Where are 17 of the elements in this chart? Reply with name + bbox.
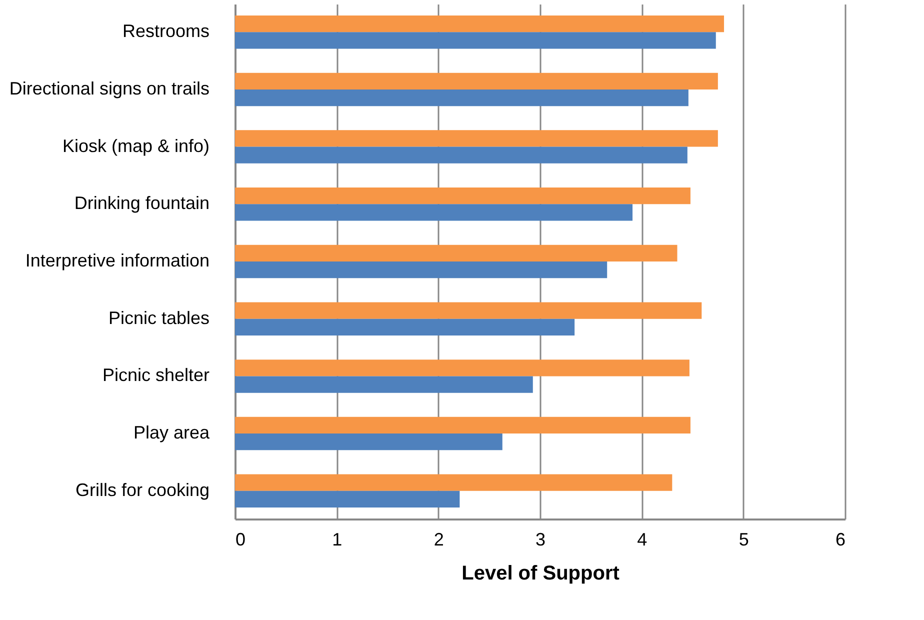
y-tick-label: Restrooms: [122, 21, 210, 42]
y-tick-label: Grills for cooking: [75, 480, 210, 500]
x-tick-label: 4: [637, 530, 648, 550]
x-tick-label: 6: [835, 530, 846, 550]
x-tick-label: 3: [535, 530, 546, 550]
y-tick-label: Play area: [133, 422, 210, 443]
x-tick-label: 2: [434, 530, 444, 550]
y-tick-label: Kiosk (map & info): [62, 136, 210, 156]
y-tick-label: Drinking fountain: [74, 193, 210, 214]
y-tick-label: Picnic shelter: [102, 365, 210, 386]
x-tick-label: 5: [738, 530, 749, 550]
y-tick-label: Picnic tables: [108, 308, 210, 328]
y-tick-label: Interpretive information: [25, 250, 210, 270]
y-tick-label: Directional signs on trails: [9, 78, 210, 98]
x-tick-label: 0: [236, 530, 246, 550]
x-tick-label: 1: [332, 530, 342, 550]
x-axis-title: Level of Support: [462, 562, 620, 584]
